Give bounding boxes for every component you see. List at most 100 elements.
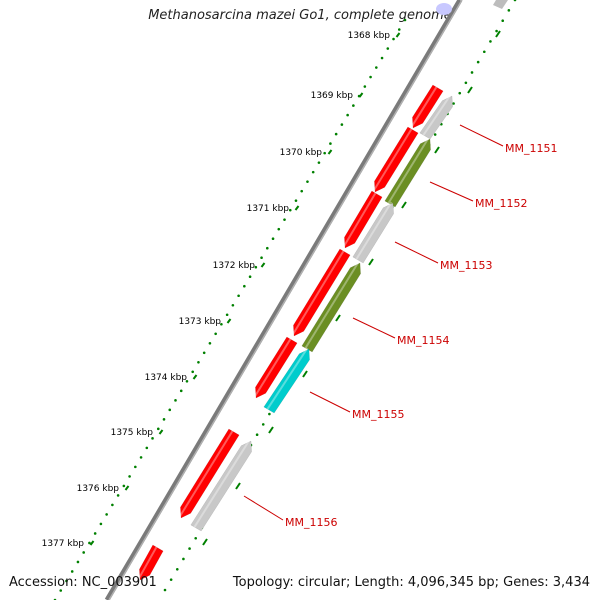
reverse-gene[interactable] bbox=[301, 262, 361, 353]
forward-gene-shine bbox=[342, 192, 377, 248]
tick-dot bbox=[194, 536, 198, 540]
tick-dot bbox=[452, 102, 455, 105]
tick-dot bbox=[185, 380, 189, 383]
tick-dot bbox=[495, 29, 498, 33]
tick-dot bbox=[169, 578, 173, 581]
tick-dot bbox=[352, 104, 355, 107]
tick-dot bbox=[145, 446, 149, 450]
tick-label: 1372 kbp bbox=[213, 261, 256, 271]
forward-gene-shine bbox=[410, 86, 438, 128]
tick-dot bbox=[489, 40, 492, 43]
tick-dot bbox=[306, 180, 309, 183]
forward-gene[interactable] bbox=[412, 84, 444, 129]
tick-dot bbox=[82, 551, 85, 554]
tick-dot bbox=[208, 341, 212, 345]
tick-label: 1370 kbp bbox=[280, 148, 323, 158]
reverse-gene[interactable] bbox=[352, 202, 394, 264]
tick-dot bbox=[458, 91, 462, 95]
reverse-gene[interactable] bbox=[384, 138, 431, 208]
gene-label[interactable]: MM_1155 bbox=[352, 408, 404, 421]
reverse-gene-shine bbox=[355, 201, 393, 260]
tick-dot bbox=[202, 351, 206, 355]
tick-dot bbox=[380, 56, 384, 60]
tick-dot bbox=[369, 75, 372, 79]
tick-dot bbox=[168, 408, 172, 412]
major-tick bbox=[192, 374, 198, 380]
forward-gene[interactable] bbox=[344, 190, 383, 249]
tick-dot bbox=[268, 412, 271, 416]
gene-leader-line bbox=[459, 124, 504, 147]
summary-text: Topology: circular; Length: 4,096,345 bp… bbox=[232, 575, 590, 590]
major-tick bbox=[89, 540, 95, 546]
tick-dot bbox=[294, 199, 298, 202]
tick-label: 1375 kbp bbox=[111, 428, 154, 438]
tick-dot bbox=[65, 579, 68, 583]
tick-dot bbox=[128, 475, 131, 478]
tick-dot bbox=[76, 560, 80, 564]
tick-dot bbox=[237, 294, 240, 298]
tick-dot bbox=[188, 547, 191, 550]
forward-gene[interactable] bbox=[255, 336, 298, 399]
forward-gene[interactable] bbox=[180, 428, 240, 519]
gene-leader-line bbox=[394, 241, 439, 264]
tick-dot bbox=[111, 503, 114, 507]
gene-label[interactable]: MM_1152 bbox=[475, 197, 527, 210]
tick-dot bbox=[340, 123, 344, 126]
tick-dot bbox=[386, 47, 390, 50]
tick-dot bbox=[105, 513, 108, 516]
gene-label[interactable]: MM_1156 bbox=[285, 516, 337, 529]
reverse-gene-shine bbox=[304, 261, 360, 349]
tick-dot bbox=[283, 218, 286, 221]
forward-gene[interactable] bbox=[374, 126, 419, 193]
reverse-gene[interactable] bbox=[190, 440, 252, 532]
tick-dot bbox=[99, 522, 103, 526]
tick-dot bbox=[403, 18, 407, 22]
tick-dot bbox=[225, 313, 229, 317]
partial-feature-blob bbox=[436, 3, 452, 15]
tick-dot bbox=[122, 484, 126, 488]
major-tick bbox=[395, 32, 401, 38]
forward-gene[interactable] bbox=[139, 544, 164, 581]
reverse-gene-shine bbox=[266, 347, 309, 410]
tick-dot bbox=[392, 37, 395, 41]
gene-label[interactable]: MM_1153 bbox=[440, 259, 492, 272]
accession-text: Accession: NC_003901 bbox=[9, 575, 157, 590]
reverse-gene[interactable] bbox=[419, 95, 453, 140]
gene-label[interactable]: MM_1151 bbox=[505, 142, 557, 155]
tick-label: 1376 kbp bbox=[77, 484, 120, 494]
partial-gene-top bbox=[493, 0, 508, 9]
gene-label[interactable]: MM_1154 bbox=[397, 334, 449, 347]
gene-leader-line bbox=[429, 181, 474, 202]
reverse-gene[interactable] bbox=[263, 348, 310, 414]
map-title: Methanosarcina mazei Go1, complete genom… bbox=[148, 8, 452, 23]
inner-tick bbox=[467, 86, 473, 94]
tick-dot bbox=[261, 423, 265, 426]
gene-leader-line bbox=[309, 391, 351, 413]
forward-gene-shine bbox=[253, 338, 292, 398]
tick-dot bbox=[231, 303, 235, 307]
tick-dot bbox=[513, 0, 517, 2]
tick-dot bbox=[93, 532, 97, 535]
genes[interactable] bbox=[137, 84, 453, 581]
tick-dot bbox=[139, 456, 143, 459]
genome-backbone bbox=[104, 0, 463, 600]
tick-dot bbox=[260, 256, 263, 260]
reverse-gene-shine bbox=[422, 94, 452, 136]
tick-dot bbox=[197, 360, 200, 364]
tick-dot bbox=[277, 227, 281, 231]
forward-gene-shine bbox=[372, 128, 413, 192]
major-tick bbox=[158, 429, 164, 435]
gene-leader-line bbox=[243, 495, 284, 521]
major-tick bbox=[124, 485, 130, 491]
inner-tick bbox=[434, 146, 440, 154]
gene-labels: MM_1151 MM_1152 MM_1153 MM_1154 MM_1155 MM_11… bbox=[243, 124, 557, 529]
tick-dot bbox=[300, 189, 304, 193]
tick-dot bbox=[482, 50, 486, 54]
tick-dot bbox=[255, 433, 259, 437]
tick-label: 1369 kbp bbox=[311, 91, 354, 101]
inner-tick bbox=[268, 426, 274, 434]
tick-label: 1377 kbp bbox=[42, 539, 85, 549]
tick-dot bbox=[271, 237, 275, 240]
forward-gene[interactable] bbox=[293, 248, 351, 337]
